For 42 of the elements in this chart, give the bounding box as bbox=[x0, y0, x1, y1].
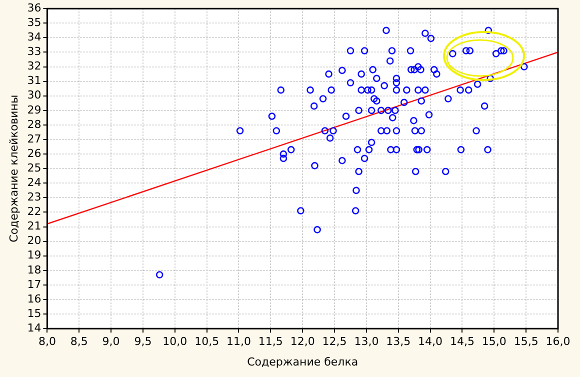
y-tick-label: 29 bbox=[27, 103, 42, 116]
x-tick-label: 10,0 bbox=[162, 335, 188, 348]
x-tick-label: 11,5 bbox=[258, 335, 283, 348]
y-tick-label: 25 bbox=[27, 161, 42, 174]
y-tick-label: 31 bbox=[27, 74, 42, 88]
y-tick-label: 21 bbox=[27, 220, 42, 233]
x-tick-label: 14,0 bbox=[418, 335, 443, 348]
y-tick-label: 18 bbox=[27, 263, 42, 276]
x-tick-label: 9,5 bbox=[134, 335, 152, 348]
y-tick-label: 15 bbox=[27, 306, 42, 320]
x-tick-label: 9,0 bbox=[102, 335, 120, 348]
y-tick-label: 20 bbox=[27, 234, 42, 248]
y-tick-label: 26 bbox=[27, 146, 42, 160]
y-tick-label: 22 bbox=[27, 205, 42, 218]
x-tick-label: 14,5 bbox=[450, 335, 474, 348]
y-tick-label: 14 bbox=[27, 321, 42, 334]
x-tick-label: 16,0 bbox=[546, 335, 570, 348]
y-tick-label: 28 bbox=[27, 118, 42, 131]
y-tick-label: 24 bbox=[27, 176, 42, 190]
x-tick-label: 15,0 bbox=[482, 335, 506, 348]
y-tick-label: 35 bbox=[27, 16, 42, 30]
y-tick-label: 17 bbox=[27, 278, 42, 291]
x-tick-label: 8,0 bbox=[38, 335, 56, 348]
x-tick-label: 11,0 bbox=[226, 335, 251, 348]
x-tick-label: 12,0 bbox=[290, 335, 315, 348]
y-tick-label: 23 bbox=[27, 190, 42, 204]
y-tick-label: 32 bbox=[27, 60, 42, 73]
x-tick-label: 12,5 bbox=[322, 335, 347, 348]
y-tick-label: 19 bbox=[27, 248, 42, 262]
y-tick-label: 30 bbox=[27, 88, 42, 102]
x-tick-label: 13,0 bbox=[354, 335, 379, 348]
y-tick-label: 33 bbox=[27, 45, 42, 58]
x-tick-label: 8,5 bbox=[70, 335, 88, 348]
y-tick-label: 36 bbox=[27, 1, 42, 14]
x-axis-title: Содержание белка bbox=[247, 355, 358, 368]
x-tick-label: 13,5 bbox=[386, 335, 411, 348]
y-tick-label: 16 bbox=[27, 292, 42, 306]
y-axis-title: Содержание клейковины bbox=[7, 94, 20, 242]
y-tick-label: 27 bbox=[27, 132, 42, 146]
y-tick-label: 34 bbox=[27, 30, 42, 44]
x-tick-label: 15,5 bbox=[514, 335, 538, 348]
x-tick-label: 10,5 bbox=[194, 335, 220, 348]
